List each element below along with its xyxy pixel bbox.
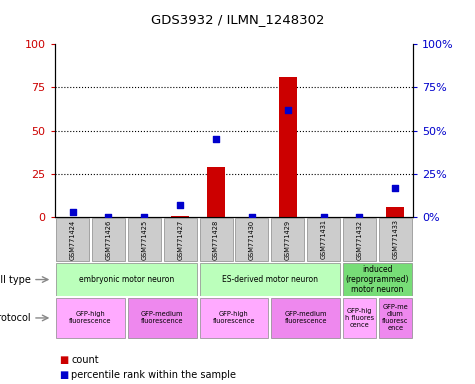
Bar bbox=[200, 263, 340, 296]
Text: GFP-high
fluorescence: GFP-high fluorescence bbox=[69, 311, 112, 324]
Point bbox=[356, 214, 363, 220]
Bar bbox=[56, 218, 89, 262]
Bar bbox=[164, 218, 197, 262]
Bar bbox=[56, 298, 125, 338]
Bar bbox=[379, 218, 412, 262]
Bar bbox=[128, 218, 161, 262]
Bar bbox=[171, 216, 189, 217]
Text: GSM771428: GSM771428 bbox=[213, 220, 219, 260]
Bar bbox=[307, 218, 340, 262]
Text: ES-derived motor neuron: ES-derived motor neuron bbox=[222, 275, 318, 284]
Text: GSM771431: GSM771431 bbox=[321, 220, 327, 260]
Bar bbox=[279, 77, 297, 217]
Point bbox=[284, 107, 292, 113]
Bar bbox=[128, 298, 197, 338]
Text: induced
(reprogrammed)
motor neuron: induced (reprogrammed) motor neuron bbox=[346, 265, 409, 295]
Bar bbox=[200, 218, 232, 262]
Text: protocol: protocol bbox=[0, 313, 31, 323]
Point bbox=[176, 202, 184, 208]
Bar bbox=[271, 298, 340, 338]
Point bbox=[391, 185, 399, 191]
Bar bbox=[343, 263, 412, 296]
Text: GSM771430: GSM771430 bbox=[249, 220, 255, 260]
Text: count: count bbox=[71, 355, 99, 365]
Bar bbox=[386, 207, 404, 217]
Text: GFP-hig
h fluores
cence: GFP-hig h fluores cence bbox=[345, 308, 374, 328]
Text: GSM771432: GSM771432 bbox=[356, 220, 362, 260]
Text: GSM771427: GSM771427 bbox=[177, 220, 183, 260]
Bar bbox=[343, 218, 376, 262]
Text: GSM771426: GSM771426 bbox=[105, 220, 112, 260]
Text: cell type: cell type bbox=[0, 275, 31, 285]
Point bbox=[69, 209, 76, 215]
Text: GDS3932 / ILMN_1248302: GDS3932 / ILMN_1248302 bbox=[151, 13, 324, 26]
Point bbox=[141, 214, 148, 220]
Text: ■: ■ bbox=[59, 355, 68, 365]
Bar bbox=[379, 298, 412, 338]
Text: embryonic motor neuron: embryonic motor neuron bbox=[79, 275, 174, 284]
Text: GFP-high
fluorescence: GFP-high fluorescence bbox=[213, 311, 255, 324]
Bar bbox=[236, 218, 268, 262]
Text: GSM771429: GSM771429 bbox=[285, 220, 291, 260]
Point bbox=[248, 214, 256, 220]
Point bbox=[104, 214, 112, 220]
Bar bbox=[271, 218, 304, 262]
Bar bbox=[56, 263, 197, 296]
Point bbox=[212, 136, 220, 142]
Text: GSM771433: GSM771433 bbox=[392, 220, 399, 260]
Point bbox=[320, 214, 327, 220]
Text: percentile rank within the sample: percentile rank within the sample bbox=[71, 370, 236, 380]
Bar bbox=[92, 218, 125, 262]
Text: GFP-medium
fluorescence: GFP-medium fluorescence bbox=[141, 311, 183, 324]
Bar bbox=[207, 167, 225, 217]
Text: GSM771424: GSM771424 bbox=[69, 220, 76, 260]
Text: GFP-me
dium
fluoresc
ence: GFP-me dium fluoresc ence bbox=[382, 305, 408, 331]
Bar bbox=[200, 298, 268, 338]
Text: GFP-medium
fluorescence: GFP-medium fluorescence bbox=[285, 311, 327, 324]
Text: GSM771425: GSM771425 bbox=[141, 220, 147, 260]
Text: ■: ■ bbox=[59, 370, 68, 380]
Bar bbox=[343, 298, 376, 338]
